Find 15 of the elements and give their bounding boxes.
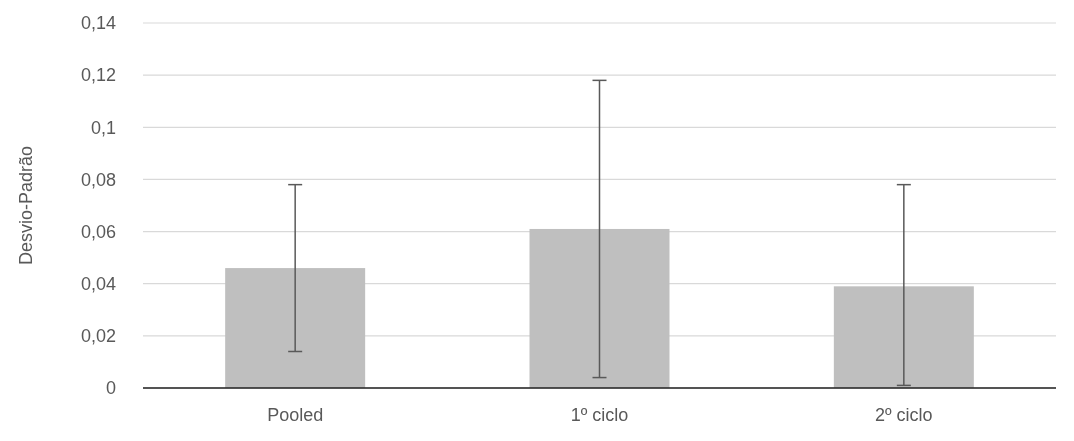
y-tick-label: 0,08 xyxy=(80,169,116,190)
y-tick-label: 0 xyxy=(105,378,116,399)
y-tick-label: 0,14 xyxy=(80,13,116,34)
bar xyxy=(833,286,974,388)
x-tick-label: 2º ciclo xyxy=(875,405,933,425)
bar xyxy=(225,268,366,388)
y-tick-label: 0,06 xyxy=(80,221,116,242)
y-axis-title: Desvio-Padrão xyxy=(16,145,37,266)
x-tick-label: Pooled xyxy=(267,405,324,425)
y-tick-label: 0,1 xyxy=(90,117,116,138)
y-tick-label: 0,12 xyxy=(80,65,116,86)
y-tick-label: 0,04 xyxy=(80,274,116,295)
bar xyxy=(529,228,670,388)
y-tick-label: 0,02 xyxy=(80,326,116,347)
x-tick-label: 1º ciclo xyxy=(570,405,629,425)
